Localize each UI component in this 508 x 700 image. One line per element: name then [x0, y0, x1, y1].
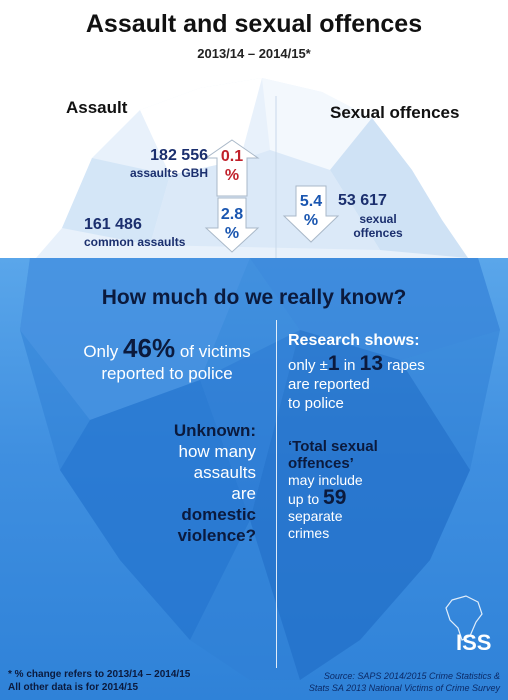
ratio-one: 1: [327, 352, 340, 375]
common-change-unit: %: [224, 225, 240, 242]
iceberg-facet: [250, 258, 500, 360]
sexual-offences-heading: Sexual offences: [330, 103, 460, 122]
ratio-in-text: in: [343, 357, 356, 374]
only-text: Only: [83, 342, 119, 361]
arrow-up-icon: [204, 139, 260, 197]
research-block: Research shows: only ±1 in 13 rapes are …: [288, 331, 488, 413]
separate-crimes-count: 59: [323, 486, 347, 509]
period-subtitle: 2013/14 – 2014/15*: [197, 46, 311, 61]
gbh-value: 182 556: [150, 147, 208, 164]
rapes-text: rapes: [387, 357, 425, 374]
unknown-line-3: are: [231, 484, 256, 503]
unknown-line-5: violence?: [177, 526, 256, 545]
iceberg-facet: [330, 118, 468, 258]
up-to-line: up to 59: [288, 486, 448, 509]
rape-ratio-line: only ±1 in 13 rapes: [288, 352, 488, 375]
africa-logo-icon: [445, 595, 483, 641]
iceberg-facet: [250, 330, 470, 680]
gbh-change-unit: %: [224, 167, 240, 184]
gbh-change-number: 0.1: [220, 148, 244, 165]
column-divider: [276, 320, 277, 668]
unknown-line-4: domestic: [181, 505, 256, 524]
unknown-line-1: how many: [178, 442, 256, 461]
victims-reported-pct: 46%: [123, 333, 176, 363]
gbh-change: 0.1 %: [212, 147, 252, 185]
gbh-label: assaults GBH: [129, 166, 208, 180]
sexual-label: sexual offences: [352, 212, 404, 240]
unknown-line-2: assaults: [193, 463, 256, 482]
unknown-block: Unknown: how many assaults are domestic …: [140, 420, 256, 546]
source-line-1: Source: SAPS 2014/2015 Crime Statistics …: [323, 671, 500, 681]
reported-to-police-text: reported to police: [101, 364, 233, 383]
source-line-2: Stats SA 2013 National Victims of Crime …: [308, 683, 500, 693]
sexual-value: 53 617: [338, 192, 387, 209]
victims-reported-block: Only 46% of victims reported to police: [62, 335, 272, 385]
crimes-text: crimes: [288, 525, 330, 541]
common-change-number: 2.8: [220, 206, 244, 223]
total-line-1: ‘Total sexual: [288, 438, 378, 455]
question-heading: How much do we really know?: [101, 286, 407, 309]
iceberg-facet: [262, 78, 372, 170]
research-heading: Research shows:: [288, 332, 420, 349]
may-include-text: may include: [288, 472, 363, 488]
common-label: common assaults: [84, 235, 186, 249]
of-victims-text: of victims: [179, 342, 251, 361]
iceberg-facet: [62, 158, 170, 245]
iceberg-facet: [200, 330, 300, 520]
iss-logo: ISS: [456, 630, 492, 655]
to-police-text: to police: [288, 395, 344, 412]
sexual-label-line2: offences: [353, 226, 403, 240]
total-line-2: offences’: [288, 455, 354, 472]
separate-text: separate: [288, 508, 343, 524]
assault-heading: Assault: [66, 98, 128, 117]
page-title: Assault and sexual offences: [85, 10, 423, 38]
footnote-line-2: All other data is for 2014/15: [8, 682, 139, 693]
source-note: Source: SAPS 2014/2015 Crime Statistics …: [309, 670, 500, 694]
sexual-label-line1: sexual: [359, 212, 397, 226]
common-change: 2.8 %: [212, 205, 252, 243]
sexual-change: 5.4 %: [292, 192, 330, 230]
iceberg-facet: [20, 258, 250, 420]
footnote-line-1: * % change refers to 2013/14 – 2014/15: [8, 669, 191, 680]
common-value: 161 486: [84, 216, 142, 233]
sexual-change-number: 5.4: [299, 193, 323, 210]
up-to-text: up to: [288, 491, 320, 507]
only-plusminus-text: only ±: [288, 357, 328, 374]
ratio-thirteen: 13: [359, 352, 383, 375]
sexual-change-unit: %: [303, 212, 319, 229]
are-reported-text: are reported: [288, 376, 370, 393]
total-offences-block: ‘Total sexual offences’ may include up t…: [288, 438, 448, 542]
unknown-heading: Unknown:: [173, 421, 256, 440]
iceberg-facet: [60, 380, 250, 640]
footnote: * % change refers to 2013/14 – 2014/15 A…: [8, 668, 190, 694]
arrow-down-icon: [282, 185, 340, 243]
arrow-down-icon: [204, 197, 260, 253]
